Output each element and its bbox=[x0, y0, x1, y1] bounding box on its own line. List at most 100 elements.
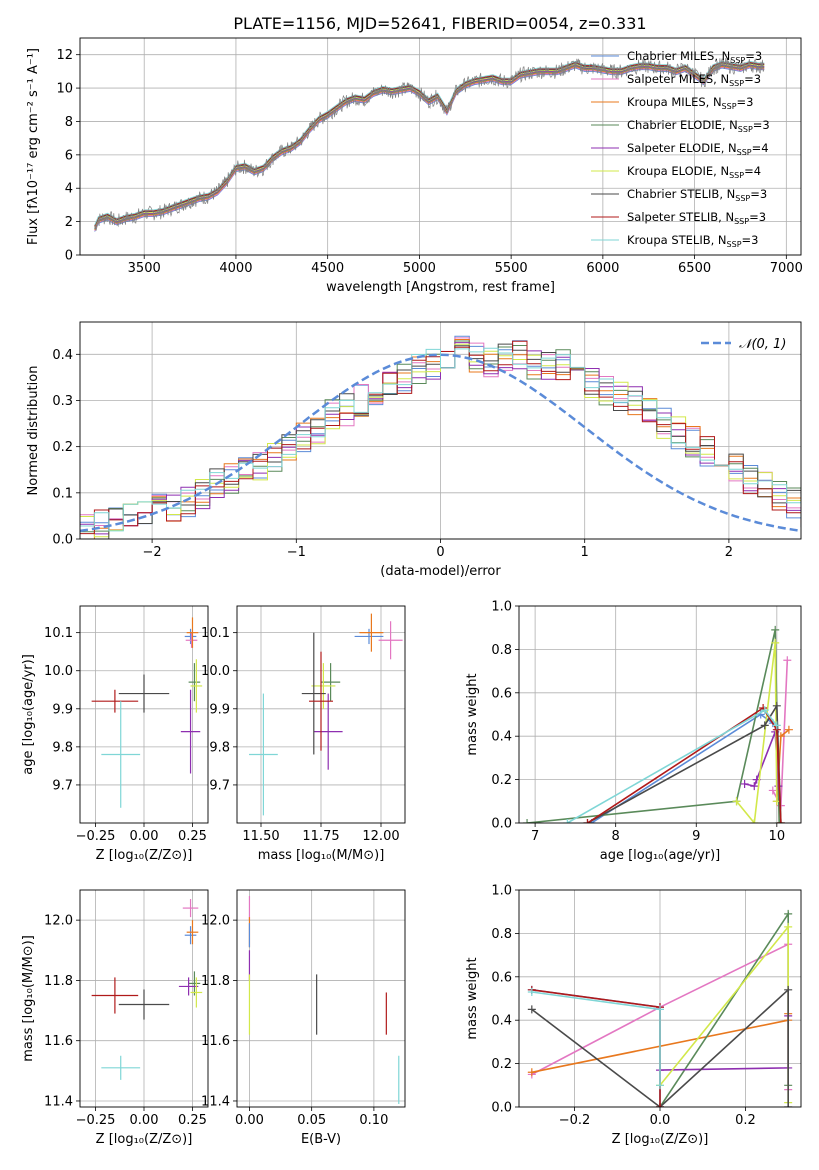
x-tick-label: 0.25 bbox=[178, 829, 207, 844]
x-tick-label: 7 bbox=[531, 829, 539, 844]
weight-marker bbox=[656, 1103, 664, 1107]
y-tick-label: 10.1 bbox=[44, 626, 73, 641]
y-tick-label: 9.7 bbox=[209, 778, 230, 793]
y-axis-label: Flux [fλ10⁻¹⁷ erg cm⁻² s⁻¹ A⁻¹] bbox=[26, 48, 41, 245]
spectrum-panel: 3500 4000 4500 5000 5500 6000 6500 7000 0 2 4 6 8 10 1… bbox=[26, 37, 803, 295]
weight-marker bbox=[784, 985, 793, 994]
weight-marker bbox=[656, 1081, 664, 1090]
weight-marker bbox=[784, 909, 793, 918]
weight-marker bbox=[656, 1005, 664, 1014]
x-tick-label: 6000 bbox=[586, 261, 619, 276]
plot-area bbox=[91, 899, 203, 1080]
y-tick-label: 10.0 bbox=[44, 664, 73, 679]
x-tick-label: 4500 bbox=[311, 261, 344, 276]
weight-marker bbox=[527, 1068, 536, 1077]
y-axis-label: mass weight bbox=[465, 673, 480, 755]
weight-marker bbox=[563, 819, 572, 823]
axes-frame bbox=[236, 605, 406, 824]
x-tick-label: 11.75 bbox=[302, 829, 339, 844]
x-tick-label: 0.0 bbox=[650, 1113, 671, 1128]
legend-label: Kroupa ELODIE, NSSP=4 bbox=[627, 164, 761, 180]
y-tick-label: 1.0 bbox=[491, 600, 512, 615]
y-tick-label: 0.1 bbox=[52, 486, 73, 501]
weight-marker bbox=[583, 819, 592, 823]
weight-marker bbox=[771, 625, 780, 634]
age-vs-metallicity-panel: −0.25 0.00 0.25 9.7 9.8 9.9 10.0 10.1 Z [log₁₀(Z… bbox=[21, 605, 209, 863]
y-tick-label: 9.7 bbox=[52, 778, 73, 793]
plot-area bbox=[249, 613, 403, 816]
weight-marker bbox=[776, 819, 785, 823]
legend-label: Chabrier ELODIE, NSSP=3 bbox=[627, 118, 770, 134]
y-tick-label: 11.6 bbox=[201, 1034, 230, 1049]
x-tick-label: 0.00 bbox=[235, 1113, 264, 1128]
y-tick-label: 4 bbox=[65, 182, 73, 197]
x-axis-label: Z [log₁₀(Z/Z⊙)] bbox=[96, 1132, 193, 1147]
y-tick-label: 6 bbox=[65, 148, 73, 163]
x-tick-label: 10 bbox=[769, 829, 786, 844]
y-tick-label: 0.8 bbox=[491, 927, 512, 942]
y-tick-label: 9.8 bbox=[52, 740, 73, 755]
axes-frame bbox=[79, 605, 209, 824]
y-tick-label: 0 bbox=[65, 249, 73, 264]
y-tick-label: 0.0 bbox=[491, 1101, 512, 1116]
y-tick-label: 0.6 bbox=[491, 686, 512, 701]
x-tick-label: 0.05 bbox=[297, 1113, 326, 1128]
x-axis-label: Z [log₁₀(Z/Z⊙)] bbox=[612, 1132, 709, 1147]
y-tick-label: 2 bbox=[65, 215, 73, 230]
x-tick-label: 6500 bbox=[678, 261, 711, 276]
y-tick-label: 8 bbox=[65, 115, 73, 130]
weight-line bbox=[735, 642, 778, 823]
y-tick-label: 0.3 bbox=[52, 394, 73, 409]
x-axis-label: age [log₁₀(age/yr)] bbox=[600, 848, 721, 863]
x-tick-label: −0.25 bbox=[76, 829, 116, 844]
weight-marker bbox=[740, 779, 749, 788]
y-tick-label: 12.0 bbox=[44, 914, 73, 929]
y-tick-label: 9.8 bbox=[209, 740, 230, 755]
weight-line bbox=[531, 987, 789, 1107]
legend-label: 𝒩(0, 1) bbox=[739, 337, 786, 352]
mass-vs-ebv-panel: 0.00 0.05 0.10 11.4 11.6 11.8 12.0 E(B-V) bbox=[201, 889, 406, 1147]
y-tick-label: 0.4 bbox=[491, 730, 512, 745]
x-tick-label: 11.50 bbox=[242, 829, 279, 844]
legend-label: Kroupa STELIB, NSSP=3 bbox=[627, 233, 758, 249]
weight-marker bbox=[771, 638, 780, 647]
legend-label: Salpeter ELODIE, NSSP=4 bbox=[627, 141, 769, 157]
x-tick-label: 3500 bbox=[128, 261, 161, 276]
x-tick-label: 0.25 bbox=[178, 1113, 207, 1128]
weight-vs-age-panel: 7 8 9 10 0.0 0.2 0.4 0.6 0.8 1.0 age [log₁₀(age/yr… bbox=[465, 600, 802, 863]
y-tick-label: 0.6 bbox=[491, 970, 512, 985]
x-tick-label: 1 bbox=[581, 545, 589, 560]
plot-area bbox=[94, 57, 765, 232]
y-tick-label: 0.0 bbox=[52, 533, 73, 548]
x-tick-label: 9 bbox=[692, 829, 700, 844]
weight-line bbox=[587, 706, 782, 823]
y-tick-label: 11.4 bbox=[201, 1094, 230, 1109]
y-axis-label: mass weight bbox=[465, 957, 480, 1039]
weight-marker bbox=[527, 1005, 536, 1014]
y-tick-label: 11.8 bbox=[201, 974, 230, 989]
data-spectrum-line bbox=[94, 57, 765, 231]
x-tick-label: 0 bbox=[436, 545, 444, 560]
y-tick-label: 0.2 bbox=[491, 1057, 512, 1072]
y-tick-label: 1.0 bbox=[491, 884, 512, 899]
weight-marker bbox=[772, 701, 781, 710]
x-axis-label: (data-model)/error bbox=[380, 564, 501, 579]
y-tick-label: 0.4 bbox=[491, 1014, 512, 1029]
weight-vs-metallicity-panel: −0.2 0.0 0.2 0.0 0.2 0.4 0.6 0.8 1.0 Z [log₁₀(Z/Z… bbox=[465, 884, 802, 1147]
residuals-panel: −2 −1 0 1 2 0.0 0.1 0.2 0.3 0.4 𝒩(0, 1) (data-model… bbox=[26, 321, 802, 579]
y-axis-label: Normed distribution bbox=[26, 366, 41, 496]
figure-title: PLATE=1156, MJD=52641, FIBERID=0054, z=0… bbox=[233, 14, 646, 33]
x-tick-label: −1 bbox=[287, 545, 306, 560]
x-tick-label: 4000 bbox=[219, 261, 252, 276]
x-tick-label: 5000 bbox=[403, 261, 436, 276]
residual-histogram bbox=[80, 340, 801, 535]
mass-vs-metallicity-panel: −0.25 0.00 0.25 11.4 11.6 11.8 12.0 Z [log₁₀(Z/… bbox=[21, 889, 209, 1147]
axes-frame bbox=[79, 321, 802, 540]
weight-marker bbox=[732, 797, 741, 806]
legend-label: Salpeter STELIB, NSSP=3 bbox=[627, 210, 766, 226]
weight-marker bbox=[784, 1103, 793, 1107]
x-tick-label: 5500 bbox=[495, 261, 528, 276]
y-tick-label: 9.9 bbox=[209, 702, 230, 717]
axes-frame bbox=[518, 605, 802, 824]
x-tick-label: −2 bbox=[143, 545, 162, 560]
